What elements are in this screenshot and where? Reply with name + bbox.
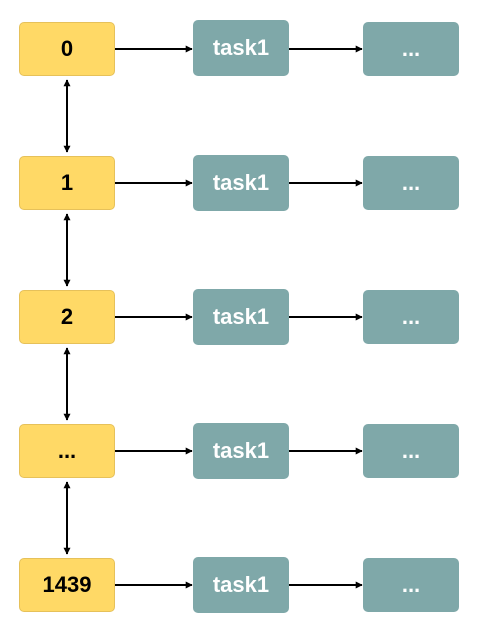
task-box-0: task1 bbox=[193, 20, 289, 76]
more-box-1: ... bbox=[363, 156, 459, 210]
more-box-4: ... bbox=[363, 558, 459, 612]
task-box-1: task1 bbox=[193, 155, 289, 211]
slot-box-1: 1 bbox=[19, 156, 115, 210]
more-box-0: ... bbox=[363, 22, 459, 76]
more-box-2: ... bbox=[363, 290, 459, 344]
task-box-2: task1 bbox=[193, 289, 289, 345]
slot-box-2: 2 bbox=[19, 290, 115, 344]
slot-box-3: ... bbox=[19, 424, 115, 478]
slot-box-4: 1439 bbox=[19, 558, 115, 612]
slot-box-0: 0 bbox=[19, 22, 115, 76]
task-box-4: task1 bbox=[193, 557, 289, 613]
task-box-3: task1 bbox=[193, 423, 289, 479]
more-box-3: ... bbox=[363, 424, 459, 478]
